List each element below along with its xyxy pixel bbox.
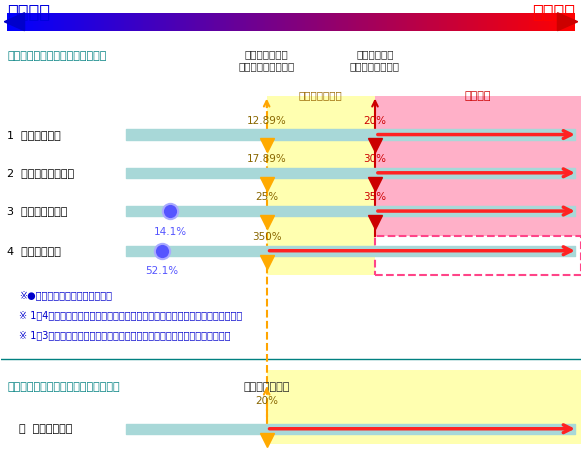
Bar (267, 370, 581, 444)
Text: 350%: 350% (252, 232, 282, 242)
Text: 25%: 25% (255, 192, 278, 202)
Text: 4  将来負担比率: 4 将来負担比率 (7, 246, 61, 256)
Text: 3  実質公債費比率: 3 実質公債費比率 (7, 206, 68, 216)
Text: 2  連結実質赤字比率: 2 連結実質赤字比率 (7, 168, 74, 178)
Text: 17.89%: 17.89% (247, 154, 286, 164)
Text: 早期健全化段階: 早期健全化段階 (299, 91, 343, 101)
Polygon shape (558, 13, 578, 31)
Text: 財政再生基準: 財政再生基準 (356, 49, 394, 59)
Bar (375, 236, 581, 276)
Text: 【公営企業の経営健全化のイメージ】: 【公営企業の経営健全化のイメージ】 (7, 381, 120, 391)
Polygon shape (4, 13, 24, 31)
Text: 14.1%: 14.1% (154, 227, 187, 237)
Text: 52.1%: 52.1% (146, 266, 179, 276)
Text: 30%: 30% (364, 154, 386, 164)
Bar (267, 96, 375, 276)
Text: 20%: 20% (364, 115, 386, 125)
Text: 【早期健全化・再生のイメージ】: 【早期健全化・再生のイメージ】 (7, 51, 107, 61)
Text: ※●は国東市の数値を表します。: ※●は国東市の数値を表します。 (19, 290, 112, 300)
Text: （イエローカード）: （イエローカード） (239, 61, 295, 71)
Text: 1  実質赤字比率: 1 実質赤字比率 (7, 130, 61, 140)
Bar (375, 96, 581, 236)
Text: 財政健全: 財政健全 (7, 4, 50, 22)
Text: 12.89%: 12.89% (247, 115, 286, 125)
Text: ※ 1～3の数値が一つでも財政再生基準を超えるとレッドカードになります。: ※ 1～3の数値が一つでも財政再生基準を超えるとレッドカードになります。 (19, 330, 230, 340)
Text: （レッドカード）: （レッドカード） (350, 61, 400, 71)
Text: 35%: 35% (363, 192, 386, 202)
Text: ※ 1～4の数値が一つでも早期健全化基準を超えるとイエローカードになります。: ※ 1～4の数値が一つでも早期健全化基準を超えるとイエローカードになります。 (19, 310, 242, 320)
Text: ・  資金不足比率: ・ 資金不足比率 (19, 424, 72, 434)
Text: 財政悪化: 財政悪化 (532, 4, 575, 22)
Text: 早期健全化基準: 早期健全化基準 (245, 49, 289, 59)
Text: 20%: 20% (255, 396, 278, 406)
Text: 再生段階: 再生段階 (464, 91, 491, 101)
Text: 経営健全化基準: 経営健全化基準 (243, 381, 290, 391)
